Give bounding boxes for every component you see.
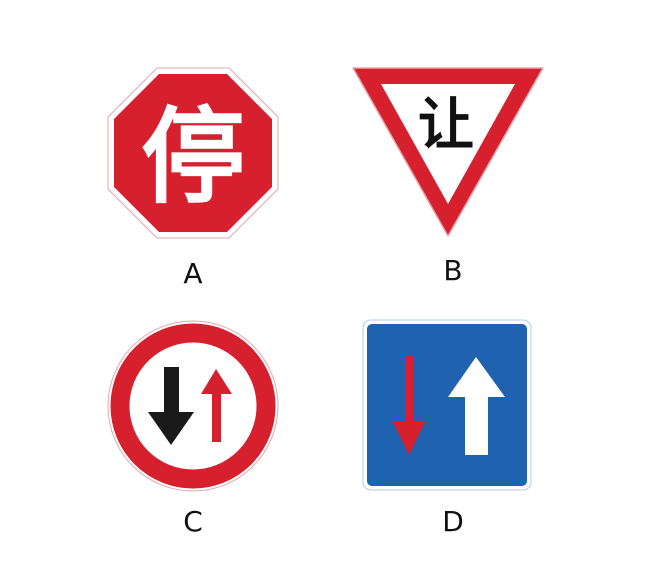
up-arrow-icon	[448, 357, 505, 455]
give-way-to-oncoming-traffic-icon	[107, 320, 279, 492]
option-a-label: A	[183, 257, 203, 290]
up-arrow-icon	[201, 369, 232, 442]
stop-sign-icon: 停	[107, 67, 279, 239]
option-c-label: C	[183, 505, 203, 538]
option-b-label: B	[443, 254, 463, 287]
stop-sign-text: 停	[141, 96, 245, 218]
yield-sign-text: 让	[418, 93, 474, 158]
option-d-label: D	[442, 505, 464, 538]
yield-sign-icon: 让	[350, 64, 546, 238]
down-arrow-icon	[148, 367, 194, 445]
priority-over-oncoming-traffic-icon	[362, 319, 532, 491]
down-arrow-icon	[393, 355, 425, 455]
